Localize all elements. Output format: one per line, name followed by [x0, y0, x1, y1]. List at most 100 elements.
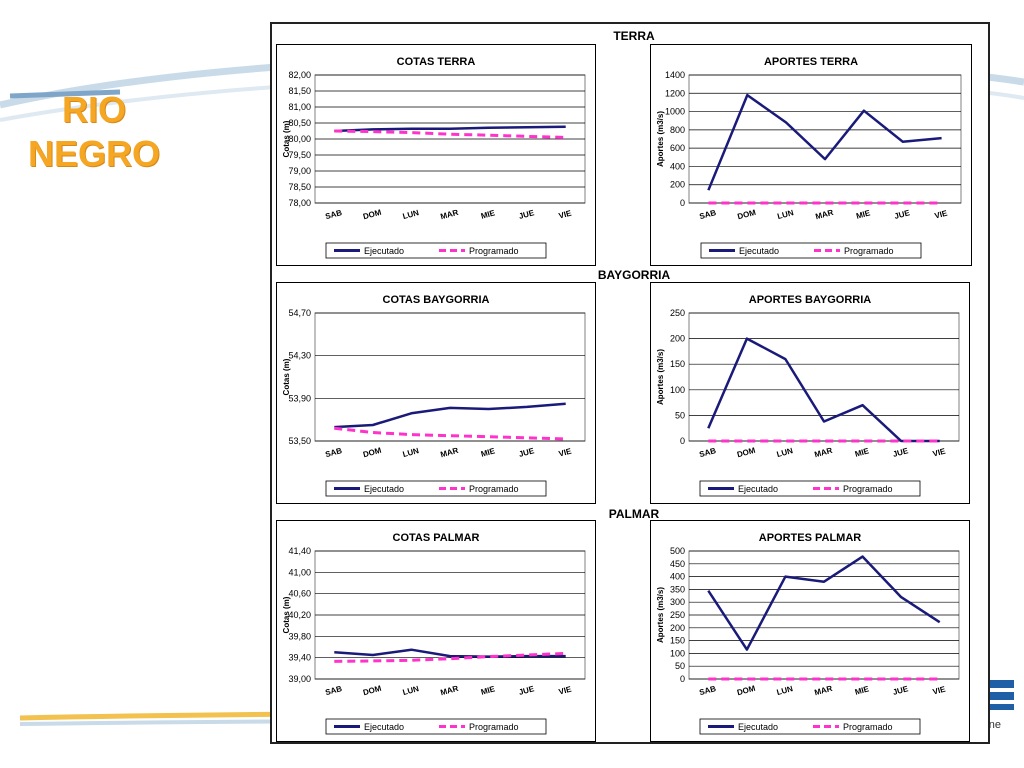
x-tick-label: JUE	[892, 684, 910, 697]
x-tick-label: DOM	[362, 446, 383, 460]
chart-panel-aportes-terra: APORTES TERRA 0 200 400 600 800 1000 1200 1400 SA…	[650, 44, 972, 266]
y-tick-label: 800	[670, 125, 685, 135]
y-tick-label: 200	[670, 180, 685, 190]
chart-svg-aportes_palmar: APORTES PALMAR 0 50 100 150 200 250 300 350 400 45…	[656, 532, 960, 735]
x-tick-label: MAR	[814, 208, 834, 221]
plot-area	[688, 74, 962, 204]
y-tick-label: 100	[670, 648, 685, 658]
y-tick-label: 1200	[665, 88, 685, 98]
y-tick-label: 40,60	[288, 589, 311, 599]
legend-label-programado: Programado	[469, 722, 519, 732]
y-tick-label: 39,40	[288, 653, 311, 663]
y-tick-label: 50	[675, 661, 685, 671]
x-tick-label: VIE	[558, 208, 573, 220]
x-tick-label: SAB	[698, 446, 717, 459]
x-tick-label: SAB	[324, 208, 343, 221]
y-axis-label: Aportes (m3/s)	[656, 111, 665, 167]
y-tick-label: 39,00	[288, 674, 311, 684]
y-tick-label: 250	[670, 610, 685, 620]
chart-title: COTAS BAYGORRIA	[383, 294, 490, 306]
series-line-ejecutado	[334, 125, 566, 133]
y-tick-label: 41,40	[288, 546, 311, 556]
series-line-ejecutado	[707, 337, 940, 443]
x-tick-label: LUN	[402, 446, 420, 459]
section-label-palmar: PALMAR	[608, 507, 660, 521]
legend-label-ejecutado: Ejecutado	[364, 246, 404, 256]
y-tick-label: 150	[670, 636, 685, 646]
y-axis-label: Cotas (m)	[282, 596, 291, 633]
legend-box	[325, 718, 547, 735]
x-tick-label: MIE	[854, 684, 871, 697]
y-tick-label: 81,00	[288, 102, 311, 112]
plot-area	[314, 312, 586, 442]
y-tick-label: 300	[670, 597, 685, 607]
legend-label-programado: Programado	[469, 484, 519, 494]
y-tick-label: 78,50	[288, 182, 311, 192]
y-tick-label: 1400	[665, 70, 685, 80]
x-tick-label: JUE	[518, 684, 536, 697]
legend-label-programado: Programado	[469, 246, 519, 256]
y-tick-label: 500	[670, 546, 685, 556]
x-tick-label: SAB	[698, 684, 717, 697]
y-axis-label: Aportes (m3/s)	[656, 349, 665, 405]
x-tick-label: LUN	[776, 446, 794, 459]
x-tick-label: DOM	[736, 684, 757, 698]
chart-title: APORTES TERRA	[764, 56, 858, 68]
x-tick-label: VIE	[934, 208, 949, 220]
x-tick-label: DOM	[736, 446, 757, 460]
x-tick-label: VIE	[932, 446, 947, 458]
y-tick-label: 100	[670, 385, 685, 395]
chart-title: COTAS PALMAR	[393, 532, 480, 544]
y-tick-label: 53,90	[288, 393, 311, 403]
y-tick-label: 80,50	[288, 118, 311, 128]
y-tick-label: 80,00	[288, 134, 311, 144]
charts-frame: TERRA BAYGORRIA PALMAR COTAS TERRA 78,00 7…	[270, 22, 990, 744]
y-tick-label: 50	[675, 410, 685, 420]
x-tick-label: DOM	[362, 684, 383, 698]
y-tick-label: 41,00	[288, 567, 311, 577]
legend-label-ejecutado: Ejecutado	[364, 722, 404, 732]
legend-label-programado: Programado	[844, 246, 894, 256]
x-tick-label: DOM	[362, 208, 383, 222]
y-tick-label: 54,30	[288, 351, 311, 361]
legend-label-programado: Programado	[843, 722, 893, 732]
x-tick-label: MAR	[439, 446, 459, 459]
chart-title: APORTES BAYGORRIA	[749, 294, 872, 306]
x-tick-label: MIE	[480, 446, 497, 459]
x-tick-label: MIE	[480, 208, 497, 221]
y-tick-label: 1000	[665, 107, 685, 117]
x-tick-label: LUN	[776, 208, 794, 221]
x-tick-label: VIE	[558, 446, 573, 458]
y-tick-label: 450	[670, 559, 685, 569]
y-tick-label: 200	[670, 623, 685, 633]
x-tick-label: LUN	[402, 684, 420, 697]
y-tick-label: 200	[670, 334, 685, 344]
y-axis-label: Cotas (m)	[282, 120, 291, 157]
chart-title: COTAS TERRA	[397, 56, 476, 68]
slide-title: RIO NEGRO	[27, 89, 160, 174]
y-tick-label: 39,80	[288, 631, 311, 641]
series-line-ejecutado	[334, 402, 566, 429]
y-tick-label: 400	[670, 572, 685, 582]
x-tick-label: JUE	[518, 446, 536, 459]
y-tick-label: 79,00	[288, 166, 311, 176]
legend-box	[699, 718, 921, 735]
legend-box	[325, 242, 547, 259]
y-tick-label: 0	[680, 674, 685, 684]
y-axis-label: Cotas (m)	[282, 358, 291, 395]
x-tick-label: MIE	[855, 208, 872, 221]
chart-panel-aportes-baygorria: APORTES BAYGORRIA 0 50 100 150 200 250 SAB DOM LU…	[650, 282, 970, 504]
y-tick-label: 0	[680, 436, 685, 446]
chart-title: APORTES PALMAR	[759, 532, 862, 544]
y-axis-label: Aportes (m3/s)	[656, 587, 665, 643]
chart-panel-aportes-palmar: APORTES PALMAR 0 50 100 150 200 250 300 350 400 45…	[650, 520, 970, 742]
y-tick-label: 350	[670, 584, 685, 594]
legend-label-ejecutado: Ejecutado	[738, 722, 778, 732]
x-tick-label: MAR	[813, 446, 833, 459]
chart-svg-aportes_terra: APORTES TERRA 0 200 400 600 800 1000 1200 1400 SA…	[656, 56, 962, 259]
y-tick-label: 81,50	[288, 86, 311, 96]
x-tick-label: LUN	[776, 684, 794, 697]
x-tick-label: MAR	[813, 684, 833, 697]
x-tick-label: JUE	[893, 208, 911, 221]
y-tick-label: 40,20	[288, 610, 311, 620]
